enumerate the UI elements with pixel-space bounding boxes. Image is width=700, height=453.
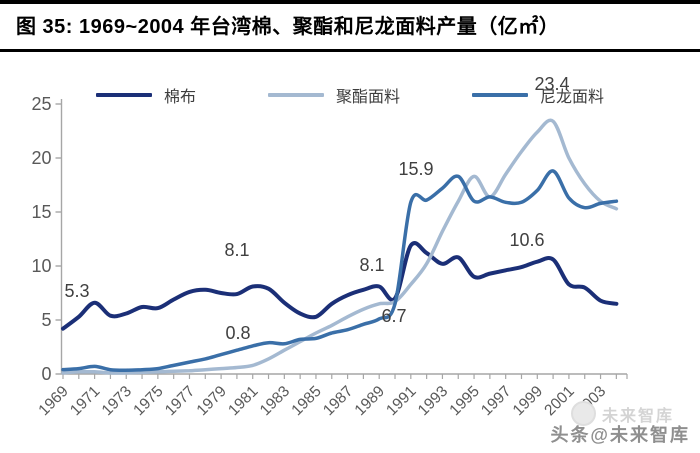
svg-text:6.7: 6.7	[381, 306, 406, 326]
svg-text:2001: 2001	[541, 383, 577, 419]
svg-text:15: 15	[31, 202, 51, 222]
x-axis: 1969197119731975197719791981198319851987…	[35, 373, 628, 419]
svg-text:5: 5	[41, 310, 51, 330]
svg-text:1979: 1979	[194, 383, 230, 419]
svg-text:1999: 1999	[510, 383, 546, 419]
svg-text:1997: 1997	[478, 383, 514, 419]
svg-text:1989: 1989	[352, 383, 388, 419]
svg-text:8.1: 8.1	[224, 240, 249, 260]
svg-text:5.3: 5.3	[64, 281, 89, 301]
annotations-layer: 5.3 8.1 0.8 8.1 6.7 15.9 23.4 10.6	[64, 74, 569, 343]
svg-text:1987: 1987	[320, 383, 356, 419]
svg-text:8.1: 8.1	[359, 255, 384, 275]
svg-text:2003: 2003	[573, 383, 609, 419]
svg-text:1985: 1985	[288, 383, 324, 419]
figure-title: 图 35: 1969~2004 年台湾棉、聚酯和尼龙面料产量（亿㎡）	[16, 16, 560, 38]
svg-text:1975: 1975	[130, 383, 166, 419]
svg-text:0.8: 0.8	[225, 323, 250, 343]
figure-title-bar: 图 35: 1969~2004 年台湾棉、聚酯和尼龙面料产量（亿㎡）	[0, 0, 700, 53]
svg-text:23.4: 23.4	[534, 74, 569, 94]
svg-text:10.6: 10.6	[509, 230, 544, 250]
svg-text:1977: 1977	[162, 383, 198, 419]
svg-text:25: 25	[31, 94, 51, 114]
title-top-rule	[0, 0, 700, 4]
svg-text:1971: 1971	[67, 383, 103, 419]
svg-text:15.9: 15.9	[398, 159, 433, 179]
svg-text:1983: 1983	[257, 383, 293, 419]
svg-text:1969: 1969	[35, 383, 71, 419]
svg-text:1993: 1993	[415, 383, 451, 419]
svg-text:1991: 1991	[383, 383, 419, 419]
title-bottom-rule	[0, 49, 700, 52]
y-axis: 0 5 10 15 20 25	[31, 94, 63, 384]
series-lines	[61, 118, 619, 375]
svg-text:0: 0	[41, 364, 51, 384]
svg-text:1981: 1981	[225, 383, 261, 419]
svg-text:1995: 1995	[446, 383, 482, 419]
svg-text:10: 10	[31, 256, 51, 276]
svg-text:20: 20	[31, 148, 51, 168]
svg-text:1973: 1973	[99, 383, 135, 419]
